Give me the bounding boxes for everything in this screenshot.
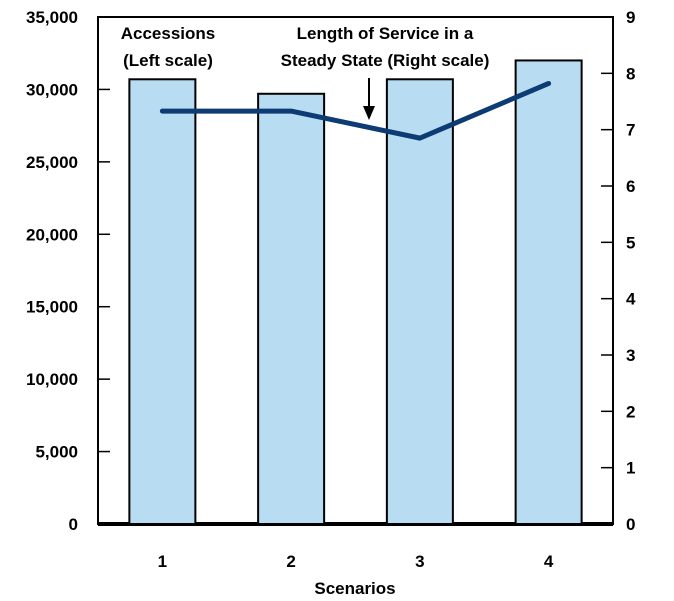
accessions-annotation-line1: Accessions xyxy=(121,24,216,43)
bar-series-accessions xyxy=(128,59,583,525)
left-tick-label: 30,000 xyxy=(26,80,78,99)
line-point-scenario-3 xyxy=(419,137,421,139)
right-tick-label: 3 xyxy=(626,346,635,365)
line-point-scenario-2 xyxy=(290,110,292,112)
bar-scenario-1 xyxy=(128,78,197,525)
left-tick-label: 10,000 xyxy=(26,370,78,389)
left-tick-label: 20,000 xyxy=(26,225,78,244)
line-point-scenario-4 xyxy=(548,82,550,84)
x-axis-title: Scenarios xyxy=(314,579,395,598)
bar-scenario-2 xyxy=(257,92,326,525)
left-tick-label: 5,000 xyxy=(35,443,78,462)
left-tick-label: 25,000 xyxy=(26,153,78,172)
x-tick-label: 3 xyxy=(415,552,424,571)
accessions-annotation-line2: (Left scale) xyxy=(123,51,213,70)
los-annotation-line2: Steady State (Right scale) xyxy=(281,51,490,70)
right-tick-label: 0 xyxy=(626,515,635,534)
bar-scenario-3 xyxy=(385,78,454,525)
left-tick-label: 0 xyxy=(69,515,78,534)
left-y-axis: 0 5,000 10,000 15,000 20,000 25,000 30,000 35,0… xyxy=(26,8,110,534)
right-tick-label: 2 xyxy=(626,402,635,421)
right-tick-label: 9 xyxy=(626,8,635,27)
line-series-length-of-service xyxy=(159,80,552,141)
right-y-axis: 0 1 2 3 4 5 6 7 8 9 xyxy=(601,8,636,534)
right-tick-label: 7 xyxy=(626,121,635,140)
x-tick-label: 4 xyxy=(544,552,554,571)
los-annotation-line1: Length of Service in a xyxy=(297,24,474,43)
x-axis: 1 2 3 4 xyxy=(158,552,554,571)
bar-scenario-4 xyxy=(514,59,583,525)
length-of-service-line xyxy=(159,80,552,141)
line-point-scenario-1 xyxy=(161,110,163,112)
left-tick-label: 35,000 xyxy=(26,8,78,27)
x-tick-label: 2 xyxy=(286,552,295,571)
right-tick-label: 1 xyxy=(626,459,635,478)
right-tick-label: 5 xyxy=(626,233,635,252)
right-tick-label: 8 xyxy=(626,64,635,83)
right-tick-label: 4 xyxy=(626,290,636,309)
left-tick-label: 15,000 xyxy=(26,298,78,317)
right-tick-label: 6 xyxy=(626,177,635,196)
x-tick-label: 1 xyxy=(158,552,167,571)
annotation-arrowhead xyxy=(363,106,375,120)
